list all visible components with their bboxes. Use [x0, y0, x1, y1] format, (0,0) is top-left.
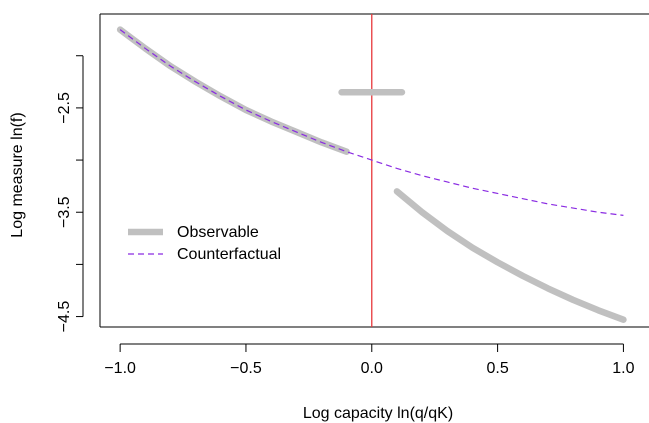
legend-label: Counterfactual: [177, 246, 281, 263]
legend-label: Observable: [177, 224, 259, 241]
series-line-counterfactual: [119, 29, 624, 216]
legend: Observable Counterfactual: [128, 224, 281, 263]
series-line-observable: [393, 188, 627, 323]
y-tick-label: −3.5: [56, 196, 73, 228]
x-tick-label: 0.5: [486, 360, 508, 377]
series-layer: [116, 26, 627, 323]
series-line-observable: [116, 26, 350, 155]
axes-layer: −1.0 −0.5 0.0 0.5 1.0 −2.5 −3.5 −4.5: [56, 13, 649, 377]
x-tick-label: −1.0: [104, 360, 136, 377]
x-tick-label: −0.5: [230, 360, 262, 377]
x-tick-label: 0.0: [361, 360, 383, 377]
plot-area: [116, 14, 627, 327]
y-tick-label: −4.5: [56, 301, 73, 333]
x-axis-label: Log capacity ln(q/qK): [303, 405, 453, 422]
x-tick-label: 1.0: [612, 360, 634, 377]
y-axis-label: Log measure ln(f): [9, 112, 26, 237]
y-tick-label: −2.5: [56, 92, 73, 124]
